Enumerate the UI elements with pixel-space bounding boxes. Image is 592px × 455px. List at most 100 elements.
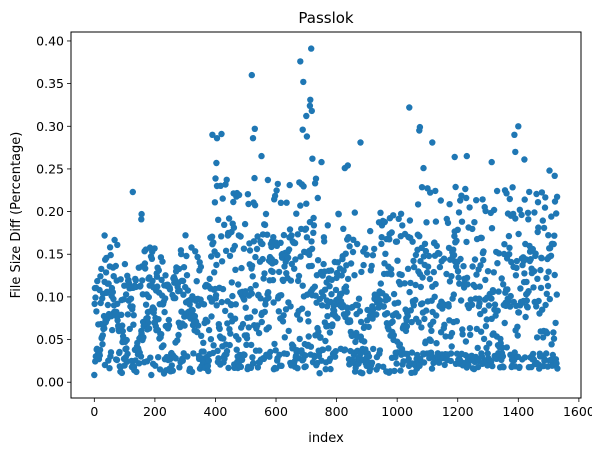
data-point [213, 302, 220, 309]
data-point [511, 131, 518, 138]
data-point [303, 200, 310, 207]
data-point [229, 292, 236, 300]
data-point [180, 291, 187, 298]
data-point [396, 341, 404, 348]
data-point [213, 135, 221, 142]
data-point [188, 368, 196, 376]
data-point [441, 321, 448, 328]
data-point [248, 71, 255, 79]
data-point [287, 303, 294, 310]
data-point [251, 308, 258, 315]
data-point [269, 276, 277, 284]
data-point [138, 216, 145, 223]
x-tick-label: 600 [264, 404, 288, 419]
data-point [422, 247, 430, 255]
data-point [213, 261, 220, 269]
data-point [492, 312, 499, 319]
data-point [404, 312, 411, 320]
data-point [462, 185, 469, 193]
data-point [109, 326, 116, 334]
data-point [458, 218, 466, 225]
data-point [458, 192, 465, 199]
data-point [361, 338, 368, 345]
data-point [541, 356, 548, 363]
data-point [548, 213, 555, 220]
data-point [248, 262, 256, 269]
data-point [114, 300, 121, 307]
data-point [119, 327, 127, 335]
data-point [99, 332, 107, 339]
data-point [210, 239, 217, 246]
data-point [291, 265, 298, 272]
data-point [515, 309, 523, 316]
data-point [294, 365, 301, 372]
data-point [322, 366, 329, 373]
data-point [420, 359, 428, 366]
data-point [370, 305, 377, 312]
x-tick-label: 1400 [502, 404, 534, 419]
data-point [368, 359, 376, 366]
data-point [265, 289, 272, 296]
data-point [442, 333, 449, 340]
data-point [450, 251, 458, 259]
data-point [295, 272, 303, 280]
data-point [285, 327, 292, 335]
data-point [132, 277, 139, 284]
data-point [195, 322, 202, 329]
data-point [363, 251, 371, 258]
data-point [503, 344, 510, 351]
data-point [537, 266, 544, 274]
data-point [308, 245, 316, 252]
data-point [179, 357, 186, 364]
data-point [469, 263, 476, 270]
data-point [533, 334, 541, 341]
data-point [499, 353, 507, 360]
data-point [142, 265, 149, 272]
data-point [430, 318, 437, 325]
data-point [151, 245, 158, 252]
data-point [516, 363, 523, 371]
data-point [326, 283, 333, 290]
data-point [139, 277, 146, 284]
data-point [432, 218, 440, 225]
data-point [459, 331, 466, 338]
data-point [354, 302, 361, 309]
data-point [433, 312, 440, 319]
data-point [109, 288, 117, 296]
data-point [457, 197, 464, 204]
data-point [111, 236, 118, 244]
data-point [538, 255, 545, 262]
data-point [407, 307, 414, 314]
data-point [148, 255, 156, 262]
data-point [284, 254, 292, 261]
data-point [280, 231, 288, 239]
y-tick-label: 0.20 [36, 204, 64, 219]
data-point [241, 296, 248, 303]
data-point [102, 269, 110, 276]
data-point [382, 250, 389, 257]
data-point [513, 264, 520, 272]
data-point [205, 326, 213, 334]
data-point [124, 350, 131, 358]
data-point [97, 273, 104, 280]
data-point [155, 354, 162, 361]
data-point [335, 211, 342, 218]
data-point [430, 268, 437, 276]
data-point [218, 233, 225, 240]
data-point [155, 267, 162, 274]
data-point [215, 355, 222, 362]
data-point [532, 250, 539, 257]
x-tick-label: 1000 [381, 404, 413, 419]
data-point [410, 257, 417, 265]
y-tick-label: 0.00 [36, 375, 64, 390]
data-point [318, 158, 325, 166]
data-point [545, 268, 552, 275]
data-point [308, 45, 315, 52]
data-point [178, 308, 185, 315]
data-point [194, 253, 201, 261]
data-point [465, 361, 472, 369]
data-point [387, 266, 395, 273]
data-point [351, 209, 358, 216]
data-point [554, 365, 561, 372]
data-point [256, 347, 263, 354]
